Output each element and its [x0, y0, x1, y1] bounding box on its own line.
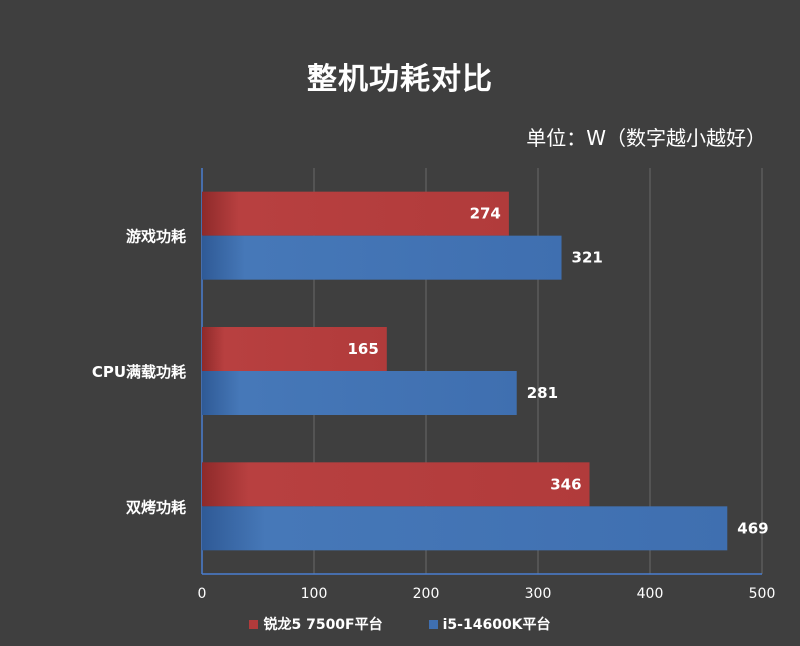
bar-3-series-1	[202, 462, 590, 507]
legend-label-series-1: 锐龙5 7500F平台	[263, 617, 383, 633]
data-label-3-series-1: 346	[550, 475, 581, 493]
category-label-3: 双烤功耗	[126, 498, 186, 516]
x-tick-label-400: 400	[637, 586, 664, 602]
bar-2-series-1	[202, 327, 387, 371]
legend-swatch-series-1	[249, 619, 259, 629]
x-tick-label-300: 300	[525, 586, 552, 602]
bar-3-series-2	[202, 506, 728, 551]
category-label-1: 游戏功耗	[126, 228, 186, 246]
legend: 锐龙5 7500F平台 i5-14600K平台	[0, 614, 800, 634]
data-label-2-series-1: 165	[347, 340, 378, 358]
legend-swatch-series-2	[428, 619, 438, 629]
legend-item-series-2: i5-14600K平台	[428, 614, 551, 634]
bar-1-series-1	[202, 191, 509, 236]
legend-item-series-1: 锐龙5 7500F平台	[249, 614, 383, 634]
chart-subtitle: 单位：W（数字越小越好）	[526, 126, 766, 150]
chart-title: 整机功耗对比	[307, 62, 493, 97]
bars-group	[202, 191, 728, 551]
x-tick-label-100: 100	[301, 586, 328, 602]
legend-label-series-2: i5-14600K平台	[442, 617, 551, 633]
category-label-2: CPU满载功耗	[92, 363, 186, 381]
data-label-3-series-2: 469	[737, 519, 768, 537]
data-label-1-series-1: 274	[470, 205, 501, 223]
data-label-1-series-2: 321	[572, 249, 603, 267]
x-tick-label-0: 0	[198, 586, 207, 602]
data-label-2-series-2: 281	[527, 384, 558, 402]
x-tick-label-500: 500	[749, 586, 776, 602]
labels-group: 0 100 200 300 400 500 274 321 游戏功耗 165 281 CPU满载功耗 3…	[92, 205, 776, 602]
x-tick-label-200: 200	[413, 586, 440, 602]
bar-2-series-2	[202, 371, 517, 415]
bar-1-series-2	[202, 235, 562, 280]
